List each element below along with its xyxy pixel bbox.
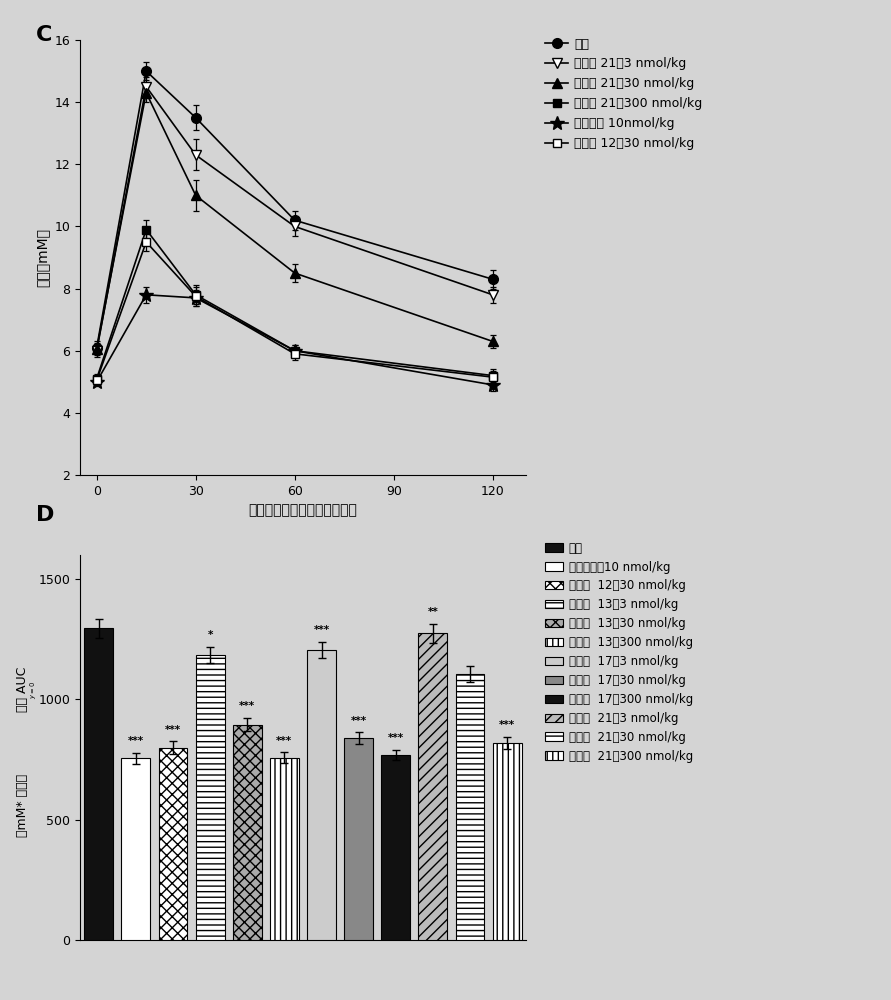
Text: $_{y=0}$: $_{y=0}$ [29,681,38,699]
Text: ***: *** [314,625,330,635]
Bar [85,628,113,940]
X-axis label: 葡萄糖负载后的时间（分钟）: 葡萄糖负载后的时间（分钟） [249,503,357,517]
Bar [381,755,410,940]
Text: D: D [36,505,54,525]
Legend: 载剂, 利拉鲁肽，10 nmol/kg, 化合物  12，30 nmol/kg, 化合物  13，3 nmol/kg, 化合物  13，30 nmol/kg, : 载剂, 利拉鲁肽，10 nmol/kg, 化合物 12，30 nmol/kg, … [545,542,693,763]
Bar [493,743,521,940]
Text: ***: *** [165,725,181,735]
Bar [121,758,151,940]
Y-axis label: 血糖（mM）: 血糖（mM） [35,228,49,287]
Bar [455,674,485,940]
Text: （mM* 分钟）: （mM* 分钟） [16,774,29,837]
Bar [307,650,336,940]
Bar [159,748,187,940]
Text: 血糖 AUC: 血糖 AUC [16,667,29,712]
Bar [233,725,262,940]
Text: ***: *** [239,701,256,711]
Bar [344,738,373,940]
Text: ***: *** [127,736,144,746]
Legend: 载剂, 化合物 21，3 nmol/kg, 化合物 21，30 nmol/kg, 化合物 21，300 nmol/kg, 利拉鲁肽 10nmol/kg, 化合物: 载剂, 化合物 21，3 nmol/kg, 化合物 21，30 nmol/kg,… [545,38,702,150]
Text: ***: *** [388,733,404,743]
Text: ***: *** [499,720,515,730]
Text: ***: *** [276,736,292,746]
Text: ***: *** [350,716,367,726]
Bar [196,655,225,940]
Text: C: C [36,25,52,45]
Text: **: ** [428,607,438,617]
Bar [270,758,298,940]
Bar [419,633,447,940]
Text: *: * [208,630,213,640]
